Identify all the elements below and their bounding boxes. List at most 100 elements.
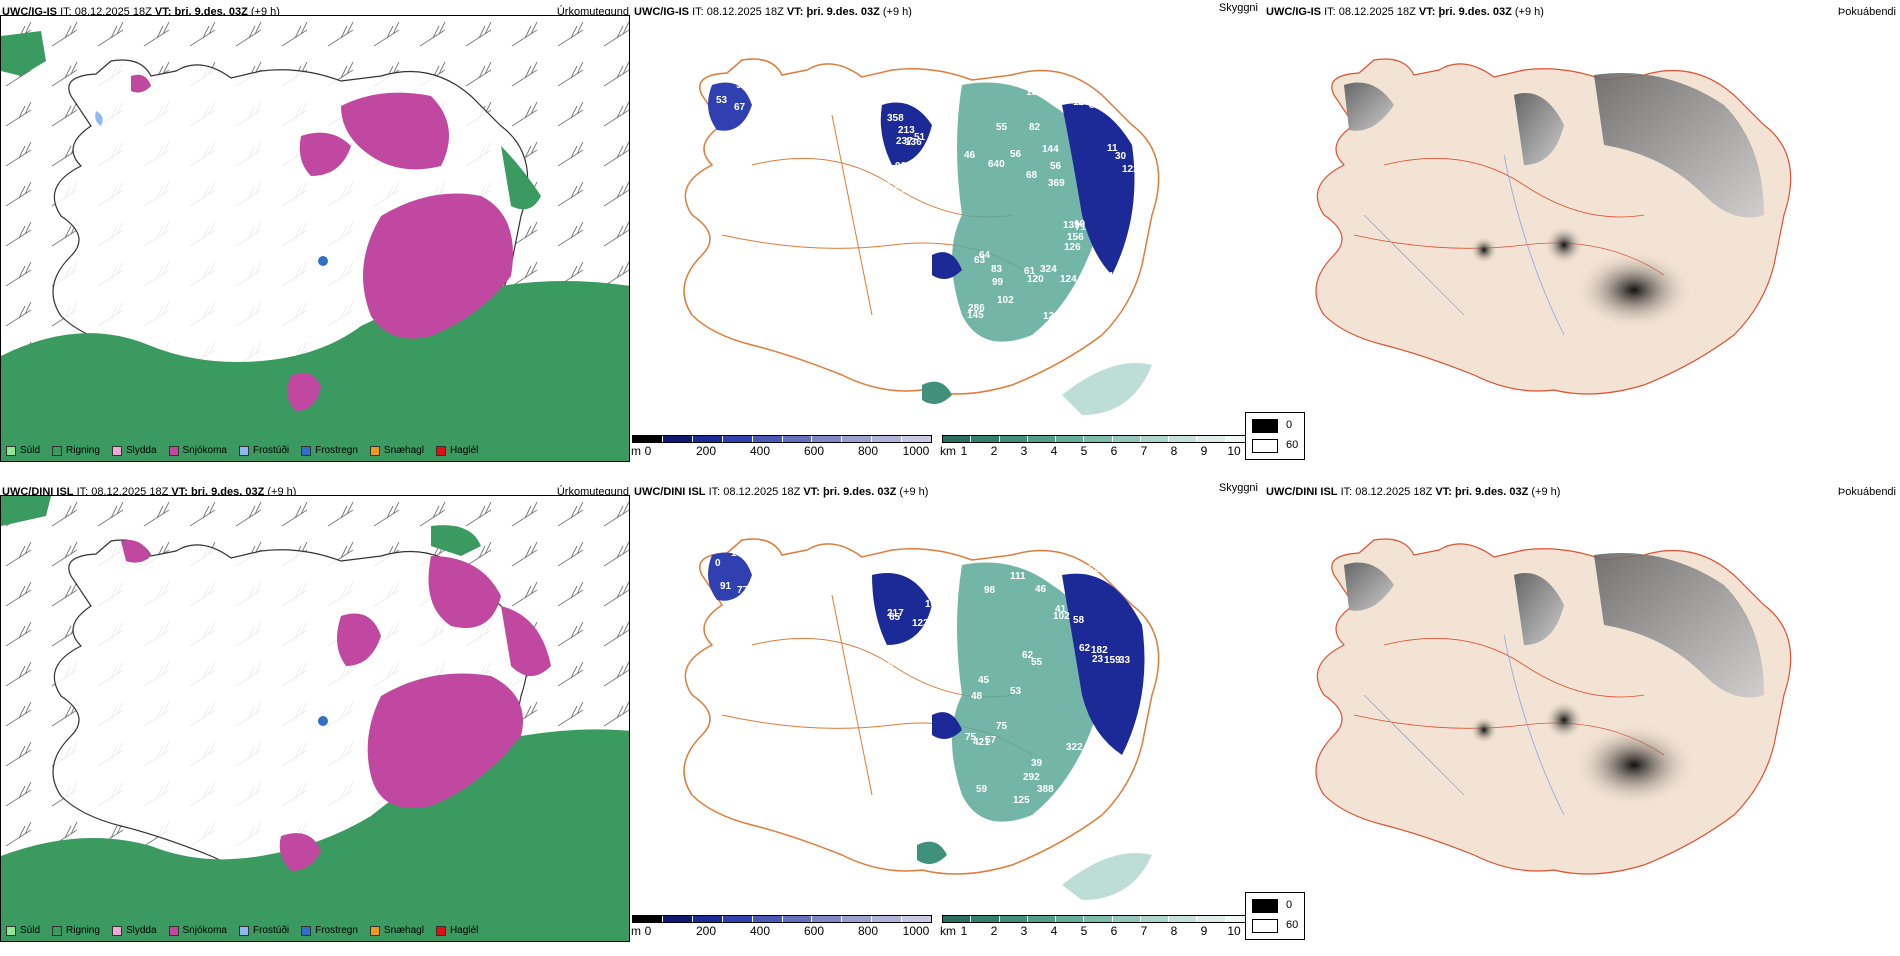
tick-label: 10 bbox=[1227, 924, 1241, 938]
colorbar-segment bbox=[722, 916, 753, 922]
vt-value: þri. 9.des. 03Z bbox=[806, 6, 880, 18]
colorbar-segment bbox=[662, 916, 693, 922]
ceiling-ticks: m 0 200 400 600 800 1000 bbox=[631, 923, 932, 938]
cloud-base-label: 136 bbox=[905, 137, 922, 148]
fog-title: Þokuábendi bbox=[1837, 486, 1896, 498]
legend-item: Rigning bbox=[52, 445, 100, 456]
cloud-base-label: 46 bbox=[964, 150, 976, 161]
cloud-base-label: 75 bbox=[996, 721, 1008, 732]
cloud-base-label: 30 bbox=[1115, 151, 1127, 162]
cloud-base-label: 124 bbox=[1060, 274, 1077, 285]
cloud-base-label: 322 bbox=[1066, 742, 1083, 753]
tick-label: 0 bbox=[644, 444, 652, 458]
colorbar-segment bbox=[692, 916, 723, 922]
cloud-base-label: 53 bbox=[1010, 686, 1022, 697]
legend-label: Rigning bbox=[66, 925, 100, 936]
tick-label: 600 bbox=[803, 444, 825, 458]
vt-label: VT: bbox=[1418, 6, 1436, 18]
colorbar-segment bbox=[692, 436, 723, 442]
visibility-bar bbox=[942, 915, 1254, 923]
colorbar-segment bbox=[1197, 916, 1226, 922]
cloud-base-label: 137 bbox=[1112, 564, 1129, 575]
cloud-base-label: 237 bbox=[896, 136, 913, 147]
row-dini-isl: UWC/DINI ISL IT: 08.12.2025 18Z VT: þri.… bbox=[0, 480, 1900, 956]
cloud-base-label: 48 bbox=[971, 691, 983, 702]
lead-time: (+9 h) bbox=[899, 486, 929, 498]
precip-legend: Súld Rigning Slydda Snjókoma Frostúði Fr… bbox=[6, 445, 478, 456]
tick-label: 9 bbox=[1200, 444, 1208, 458]
legend-swatch bbox=[301, 445, 312, 456]
cloud-base-label: 126 bbox=[1064, 242, 1081, 253]
cloud-map: 1305255779891058481021235911153647439526… bbox=[683, 538, 1160, 900]
legend-swatch bbox=[301, 925, 312, 936]
cloud-base-label: 54 bbox=[766, 77, 778, 88]
vt-label: VT: bbox=[803, 486, 820, 498]
tick-label: 400 bbox=[749, 444, 771, 458]
cloud-base-label: 67 bbox=[734, 102, 746, 113]
legend-swatch bbox=[168, 445, 179, 456]
colorbar-segment bbox=[782, 436, 813, 442]
cloud-base-label: 65 bbox=[889, 612, 901, 623]
clouds-title: Skyggni bbox=[1218, 482, 1258, 494]
cloud-base-label: 102 bbox=[1053, 611, 1070, 622]
cloud-base-label: 56 bbox=[1050, 161, 1062, 172]
fog-map bbox=[1315, 58, 1792, 395]
legend-swatch bbox=[435, 925, 446, 936]
tick-label: 200 bbox=[695, 444, 717, 458]
cloud-base-label: 388 bbox=[1037, 784, 1054, 795]
cloud-base-label: 369 bbox=[1048, 178, 1065, 189]
lead-time: (+9 h) bbox=[1514, 6, 1544, 18]
legend-item: Frostúði bbox=[238, 925, 289, 936]
lead-time: (+9 h) bbox=[1531, 486, 1561, 498]
legend-swatch bbox=[111, 445, 122, 456]
cloud-base-label: 77 bbox=[737, 585, 749, 596]
cloud-base-label: 159 bbox=[1104, 655, 1121, 666]
cloud-base-label: 64 bbox=[979, 250, 991, 261]
colorbar-segment bbox=[752, 436, 783, 442]
cloud-base-label: 11 bbox=[1107, 143, 1118, 154]
legend-label: Frostúði bbox=[252, 445, 290, 456]
legend-swatch bbox=[52, 925, 63, 936]
legend-label: Slydda bbox=[125, 925, 157, 936]
legend-label: Slydda bbox=[125, 445, 157, 456]
it-value: 08.12.2025 18Z bbox=[706, 6, 784, 18]
colorbar-segment bbox=[1112, 916, 1141, 922]
legend-label: Frostregn bbox=[315, 445, 358, 456]
cloud-base-label: 82 bbox=[1029, 122, 1041, 133]
cloud-base-label: 53 bbox=[716, 95, 728, 106]
visibility-ticks: km 1 2 3 4 5 6 7 8 9 10 bbox=[940, 923, 1254, 938]
ceiling-bar bbox=[632, 915, 932, 923]
model-name: UWC/DINI ISL bbox=[1266, 486, 1338, 498]
precip-type-panel: UWC/IG-IS IT: 08.12.2025 18Z VT: þri. 9.… bbox=[0, 0, 632, 476]
vt-value: þri. 9.des. 03Z bbox=[822, 486, 897, 498]
cloud-base-label: 98 bbox=[744, 588, 756, 599]
cloud-base-label: 75 bbox=[965, 732, 977, 743]
cloud-base-label: 144 bbox=[1042, 144, 1059, 155]
cloud-base-label: 23 bbox=[1092, 654, 1104, 665]
fog-legend-label: 0 bbox=[1286, 419, 1293, 431]
vt-value: þri. 9.des. 03Z bbox=[1438, 6, 1512, 18]
colorbar-segment bbox=[902, 916, 932, 922]
legend-item: Súld bbox=[6, 445, 40, 456]
cloud-base-label: 62 bbox=[1079, 643, 1091, 654]
tick-label: 8 bbox=[1170, 924, 1178, 938]
legend-swatch bbox=[111, 925, 122, 936]
legend-item: Frostregn bbox=[301, 445, 358, 456]
model-name: UWC/IG-IS bbox=[634, 6, 689, 18]
legend-item: Haglél bbox=[435, 445, 478, 456]
fog-legend-label: 0 bbox=[1286, 899, 1293, 911]
tick-label: 3 bbox=[1020, 444, 1028, 458]
tick-label: 4 bbox=[1050, 444, 1058, 458]
cloud-base-label: 120 bbox=[1043, 311, 1060, 322]
legend-item: Frostregn bbox=[301, 925, 358, 936]
tick-label: 400 bbox=[749, 924, 771, 938]
it-label: IT: bbox=[76, 486, 89, 498]
legend-label: Súld bbox=[20, 445, 41, 456]
tick-label: 2 bbox=[990, 924, 998, 938]
ceiling-unit: m bbox=[631, 924, 641, 938]
it-value: 08.12.2025 18Z bbox=[1338, 6, 1416, 18]
colorbar-segment bbox=[1084, 436, 1113, 442]
fog-swatch bbox=[1252, 919, 1278, 933]
legend-item: Snæhagl bbox=[369, 925, 424, 936]
cloud-base-label: 640 bbox=[988, 159, 1005, 170]
